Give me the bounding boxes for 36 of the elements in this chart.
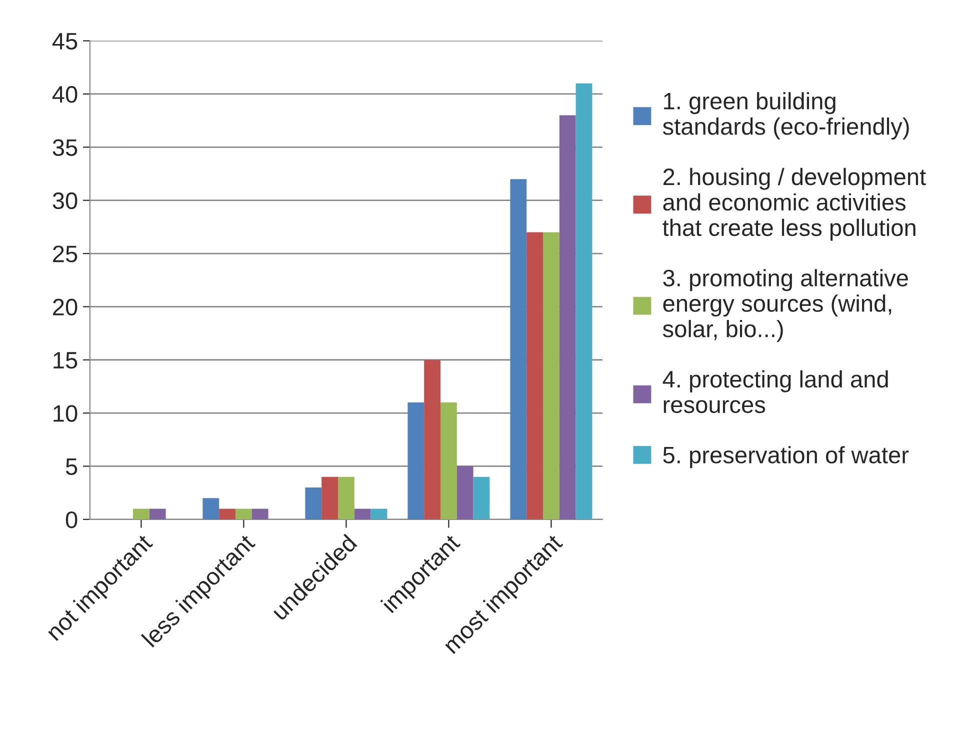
bar bbox=[202, 498, 220, 520]
y-tick-label: 5 bbox=[66, 458, 78, 476]
bar bbox=[473, 476, 490, 520]
bar bbox=[542, 232, 560, 520]
y-tick-label: 15 bbox=[54, 352, 78, 369]
bar bbox=[305, 487, 322, 520]
bar bbox=[252, 508, 268, 520]
bar bbox=[456, 466, 474, 520]
bar bbox=[408, 402, 424, 520]
legend-label: 1. green building standards (eco-friendly) bbox=[662, 92, 909, 140]
y-tick-label: 30 bbox=[52, 192, 78, 210]
bar bbox=[559, 115, 576, 520]
y-tick-label: 25 bbox=[53, 246, 78, 262]
bar bbox=[219, 508, 236, 520]
y-tick-label: 10 bbox=[54, 405, 78, 422]
bar bbox=[526, 232, 543, 520]
bar bbox=[132, 508, 150, 520]
bar bbox=[510, 179, 527, 520]
bar bbox=[235, 508, 252, 520]
legend-label: 2. housing / development and economic activities that create less pollution bbox=[662, 168, 926, 241]
y-tick-label: 40 bbox=[52, 86, 78, 103]
legend-label: 3. promoting alternative energy sources (wind, solar, bio...) bbox=[662, 269, 908, 342]
bar bbox=[354, 508, 371, 520]
bar bbox=[576, 83, 592, 520]
y-tick-label: 20 bbox=[53, 298, 78, 316]
bar bbox=[322, 476, 338, 520]
bar bbox=[424, 360, 440, 520]
legend-label: 5. preservation of water bbox=[663, 446, 909, 468]
bar bbox=[338, 476, 354, 520]
y-tick-label: 45 bbox=[52, 33, 78, 50]
y-tick-label: 0 bbox=[66, 511, 78, 528]
bar bbox=[440, 402, 457, 520]
bar bbox=[370, 508, 388, 520]
bar bbox=[149, 508, 166, 520]
legend-label: 4. protecting land and resources bbox=[662, 370, 888, 414]
y-tick-label: 35 bbox=[52, 139, 78, 156]
